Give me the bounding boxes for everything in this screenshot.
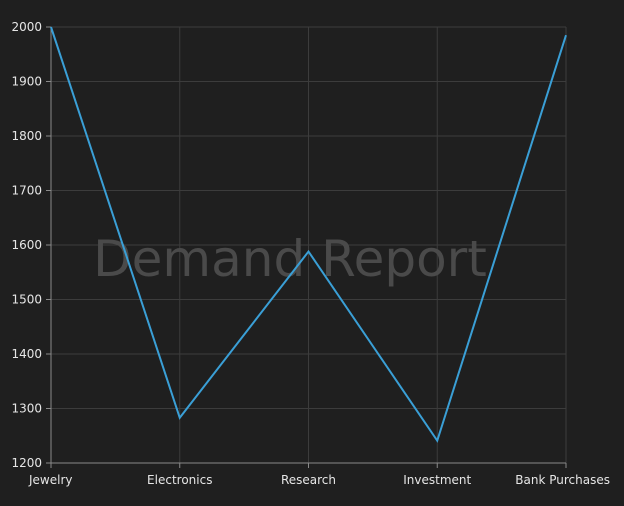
- y-tick-label: 2000: [11, 20, 42, 34]
- x-tick-label: Jewelry: [28, 473, 73, 487]
- y-tick-label: 1900: [11, 75, 42, 89]
- x-tick-label: Bank Purchases: [515, 473, 610, 487]
- y-tick-label: 1400: [11, 347, 42, 361]
- y-tick-label: 1700: [11, 184, 42, 198]
- y-tick-label: 1600: [11, 238, 42, 252]
- y-tick-label: 1200: [11, 456, 42, 470]
- x-tick-label: Electronics: [147, 473, 212, 487]
- y-tick-label: 1500: [11, 293, 42, 307]
- y-tick-label: 1800: [11, 129, 42, 143]
- x-tick-label: Investment: [403, 473, 471, 487]
- y-tick-label: 1300: [11, 402, 42, 416]
- chart-watermark: Demand Report: [93, 230, 487, 288]
- x-tick-label: Research: [281, 473, 336, 487]
